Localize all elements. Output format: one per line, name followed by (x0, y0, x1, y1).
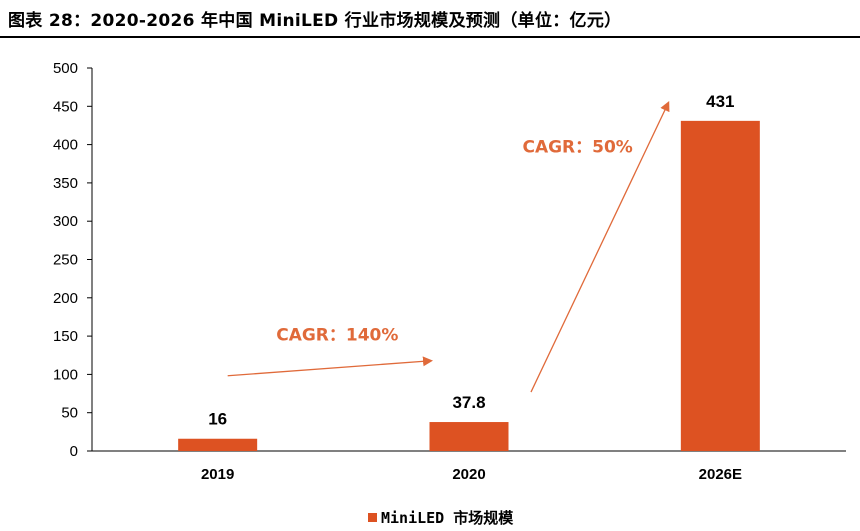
bar-value-label: 37.8 (452, 393, 485, 412)
y-tick-label: 50 (61, 405, 78, 422)
legend: MiniLED 市场规模 (368, 507, 513, 528)
legend-swatch (368, 513, 377, 522)
chart-title: 图表 28：2020-2026 年中国 MiniLED 行业市场规模及预测（单位… (8, 11, 622, 31)
cagr-label: CAGR：140% (276, 326, 398, 346)
y-tick-label: 350 (53, 175, 78, 192)
bar-value-label: 16 (208, 410, 227, 429)
x-tick-label: 2019 (201, 466, 234, 483)
cagr-arrow (530, 101, 670, 393)
y-tick-label: 250 (53, 252, 78, 269)
title-underline (0, 36, 860, 38)
y-tick-label: 300 (53, 213, 78, 230)
bars: 16 37.8 431 (178, 92, 760, 451)
x-tick-label: 2026E (699, 466, 742, 483)
y-tick-label: 200 (53, 290, 78, 307)
bar (680, 120, 760, 451)
x-axis: 2019 2020 2026E (92, 450, 846, 483)
y-tick-label: 150 (53, 328, 78, 345)
y-tick-label: 450 (53, 98, 78, 115)
cagr-arrow (227, 356, 433, 377)
bar (429, 422, 509, 451)
bar-value-label: 431 (706, 92, 734, 111)
y-tick-label: 500 (53, 60, 78, 77)
y-axis: 0 50 100 150 200 250 300 350 400 450 500 (53, 60, 93, 460)
cagr-annotations: CAGR：140% CAGR：50% (227, 101, 670, 393)
legend-label: MiniLED 市场规模 (381, 509, 514, 527)
y-tick-label: 0 (70, 443, 78, 460)
bar (178, 438, 258, 451)
y-tick-label: 100 (53, 366, 78, 383)
y-tick-label: 400 (53, 137, 78, 154)
cagr-label: CAGR：50% (522, 137, 632, 157)
x-tick-label: 2020 (452, 466, 485, 483)
